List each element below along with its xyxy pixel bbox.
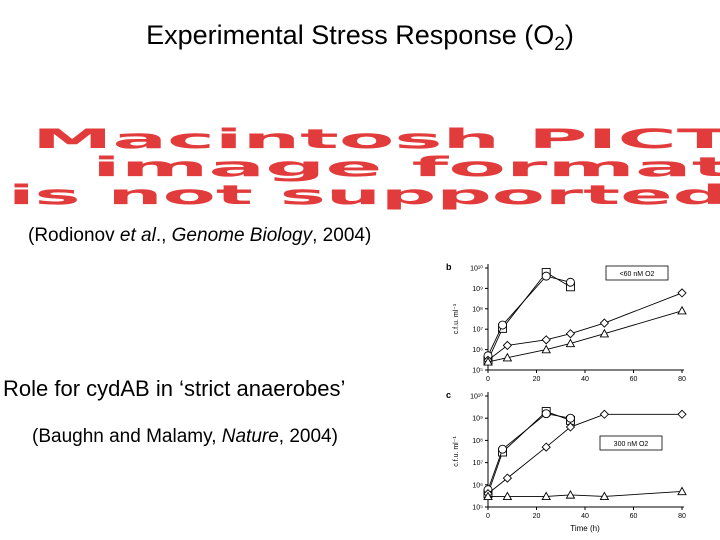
data-point-diamond (599, 409, 610, 419)
citation-text: , 2004) (312, 225, 372, 246)
series-line-diamond (487, 413, 682, 494)
series-line-circle (487, 413, 571, 490)
legend-box (605, 265, 669, 281)
data-point-triangle (565, 338, 576, 348)
x-tick-label: 40 (581, 376, 589, 383)
data-point-diamond (565, 422, 576, 432)
x-tick-label: 60 (630, 376, 638, 383)
citation-italic: et al (119, 225, 156, 246)
citation-text: ., (155, 225, 172, 246)
data-point-circle (498, 444, 508, 454)
data-point-circle (541, 409, 551, 419)
x-tick-label: 80 (678, 376, 686, 383)
data-point-diamond (541, 442, 551, 452)
citation-text: , 2004) (278, 426, 338, 447)
data-point-diamond (677, 288, 687, 298)
y-tick-label: 10¹⁰ (470, 265, 483, 273)
panel-label: b (446, 262, 452, 272)
journal-name: Genome Biology (171, 225, 313, 246)
y-tick-label: 10⁷ (473, 327, 484, 334)
data-point-diamond (565, 329, 576, 339)
data-point-diamond (502, 340, 513, 351)
x-tick-label: 0 (486, 513, 490, 520)
data-point-circle (541, 271, 551, 281)
x-tick-label: 40 (581, 513, 589, 520)
title-closing: ) (564, 20, 574, 50)
legend-label: <60 nM O2 (620, 271, 655, 278)
data-point-circle (498, 320, 508, 330)
data-point-triangle (677, 305, 687, 315)
y-tick-label: 10⁹ (472, 416, 483, 423)
data-point-triangle (677, 486, 687, 496)
y-axis-label: c.f.u. ml⁻¹ (453, 303, 460, 334)
placeholder-line-3: is not supported (8, 180, 720, 211)
data-point-triangle (541, 344, 551, 354)
series-line-triangle (487, 310, 683, 363)
y-tick-label: 10⁵ (472, 368, 483, 375)
placeholder-line-2: image format (92, 152, 720, 183)
data-point-diamond (599, 318, 610, 328)
section-heading: Role for cydAB in ‘strict anaerobes’ (3, 376, 346, 401)
x-tick-label: 0 (486, 376, 490, 383)
data-point-circle (565, 277, 575, 287)
y-tick-label: 10⁹ (472, 286, 483, 293)
series-line-square (487, 271, 571, 361)
x-tick-label: 20 (533, 376, 541, 383)
title-subscript: 2 (554, 34, 565, 55)
legend-box (599, 435, 663, 451)
journal-name: Nature (221, 426, 279, 447)
y-tick-label: 10¹⁰ (470, 393, 483, 401)
data-point-triangle (502, 352, 513, 362)
y-tick-label: 10⁵ (472, 505, 483, 512)
series-line-triangle (488, 491, 683, 497)
data-point-triangle (599, 491, 610, 501)
y-tick-label: 10⁸ (472, 306, 483, 313)
title-text: Experimental Stress Response (O (146, 20, 555, 50)
panel-label: c (446, 390, 451, 400)
citation-text: (Baughn and Malamy, (32, 426, 222, 447)
x-tick-label: 60 (630, 513, 638, 520)
data-point-triangle (502, 491, 513, 501)
y-tick-label: 10⁷ (473, 460, 484, 467)
unsupported-image-placeholder: Macintosh PICT image format is not suppo… (8, 124, 720, 211)
x-axis-label: Time (h) (570, 524, 600, 533)
citation-text: (Rodionov (28, 225, 120, 246)
y-tick-label: 10⁶ (472, 482, 483, 489)
y-axis-label: c.f.u. ml⁻¹ (453, 436, 460, 467)
x-tick-label: 80 (678, 513, 686, 520)
citation-baughn: (Baughn and Malamy, Nature, 2004) (32, 426, 338, 448)
x-tick-label: 20 (533, 513, 541, 520)
data-point-diamond (677, 409, 687, 419)
data-point-triangle (541, 491, 551, 501)
legend-label: 300 nM O2 (614, 441, 649, 448)
data-point-diamond (502, 473, 513, 483)
data-point-triangle (483, 491, 493, 501)
data-point-triangle (599, 328, 610, 338)
data-point-triangle (483, 356, 493, 366)
y-tick-label: 10⁸ (472, 438, 483, 445)
placeholder-line-1: Macintosh PICT (32, 124, 720, 155)
slide-title: Experimental Stress Response (O2) (0, 20, 720, 56)
series-line-circle (487, 275, 571, 356)
y-tick-label: 10⁶ (472, 347, 483, 354)
data-point-diamond (541, 335, 551, 345)
citation-rodionov: (Rodionov et al., Genome Biology, 2004) (28, 225, 371, 247)
series-line-diamond (487, 292, 683, 361)
data-point-circle (565, 413, 575, 423)
data-point-triangle (565, 489, 576, 499)
